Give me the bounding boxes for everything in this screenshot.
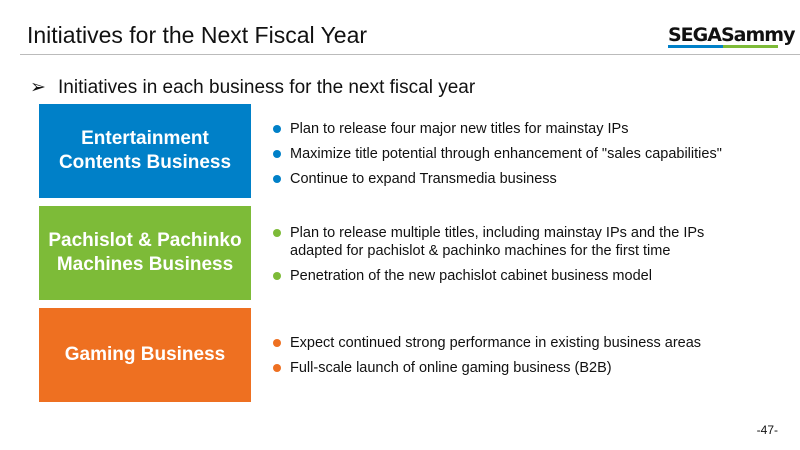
bullet-icon <box>273 364 281 372</box>
page-number: -47- <box>756 423 778 437</box>
entertainment-list: Plan to release four major new titles fo… <box>273 120 760 195</box>
title-divider <box>20 54 800 55</box>
list-item: Continue to expand Transmedia business <box>273 170 760 188</box>
list-item: Plan to release four major new titles fo… <box>273 120 760 138</box>
pachislot-box: Pachislot & Pachinko Machines Business <box>39 206 251 300</box>
segasammy-logo: SEGASammy <box>668 24 795 48</box>
gaming-list: Expect continued strong performance in e… <box>273 334 760 384</box>
list-item: Plan to release multiple titles, includi… <box>273 224 735 260</box>
subtitle: ➢ Initiatives in each business for the ne… <box>30 76 475 99</box>
bullet-icon <box>273 272 281 280</box>
list-item: Full-scale launch of online gaming busin… <box>273 359 760 377</box>
bullet-icon <box>273 150 281 158</box>
bullet-icon <box>273 229 281 237</box>
bullet-icon <box>273 175 281 183</box>
bullet-icon <box>273 125 281 133</box>
arrow-bullet-icon: ➢ <box>30 77 46 98</box>
subtitle-text: Initiatives in each business for the nex… <box>58 77 476 98</box>
list-item: Penetration of the new pachislot cabinet… <box>273 267 760 285</box>
slide-title: Initiatives for the Next Fiscal Year <box>27 22 368 48</box>
bullet-icon <box>273 339 281 347</box>
pachislot-list: Plan to release multiple titles, includi… <box>273 224 760 292</box>
gaming-box: Gaming Business <box>39 308 251 402</box>
entertainment-box: Entertainment Contents Business <box>39 104 251 198</box>
list-item: Expect continued strong performance in e… <box>273 334 760 352</box>
list-item: Maximize title potential through enhance… <box>273 145 760 163</box>
